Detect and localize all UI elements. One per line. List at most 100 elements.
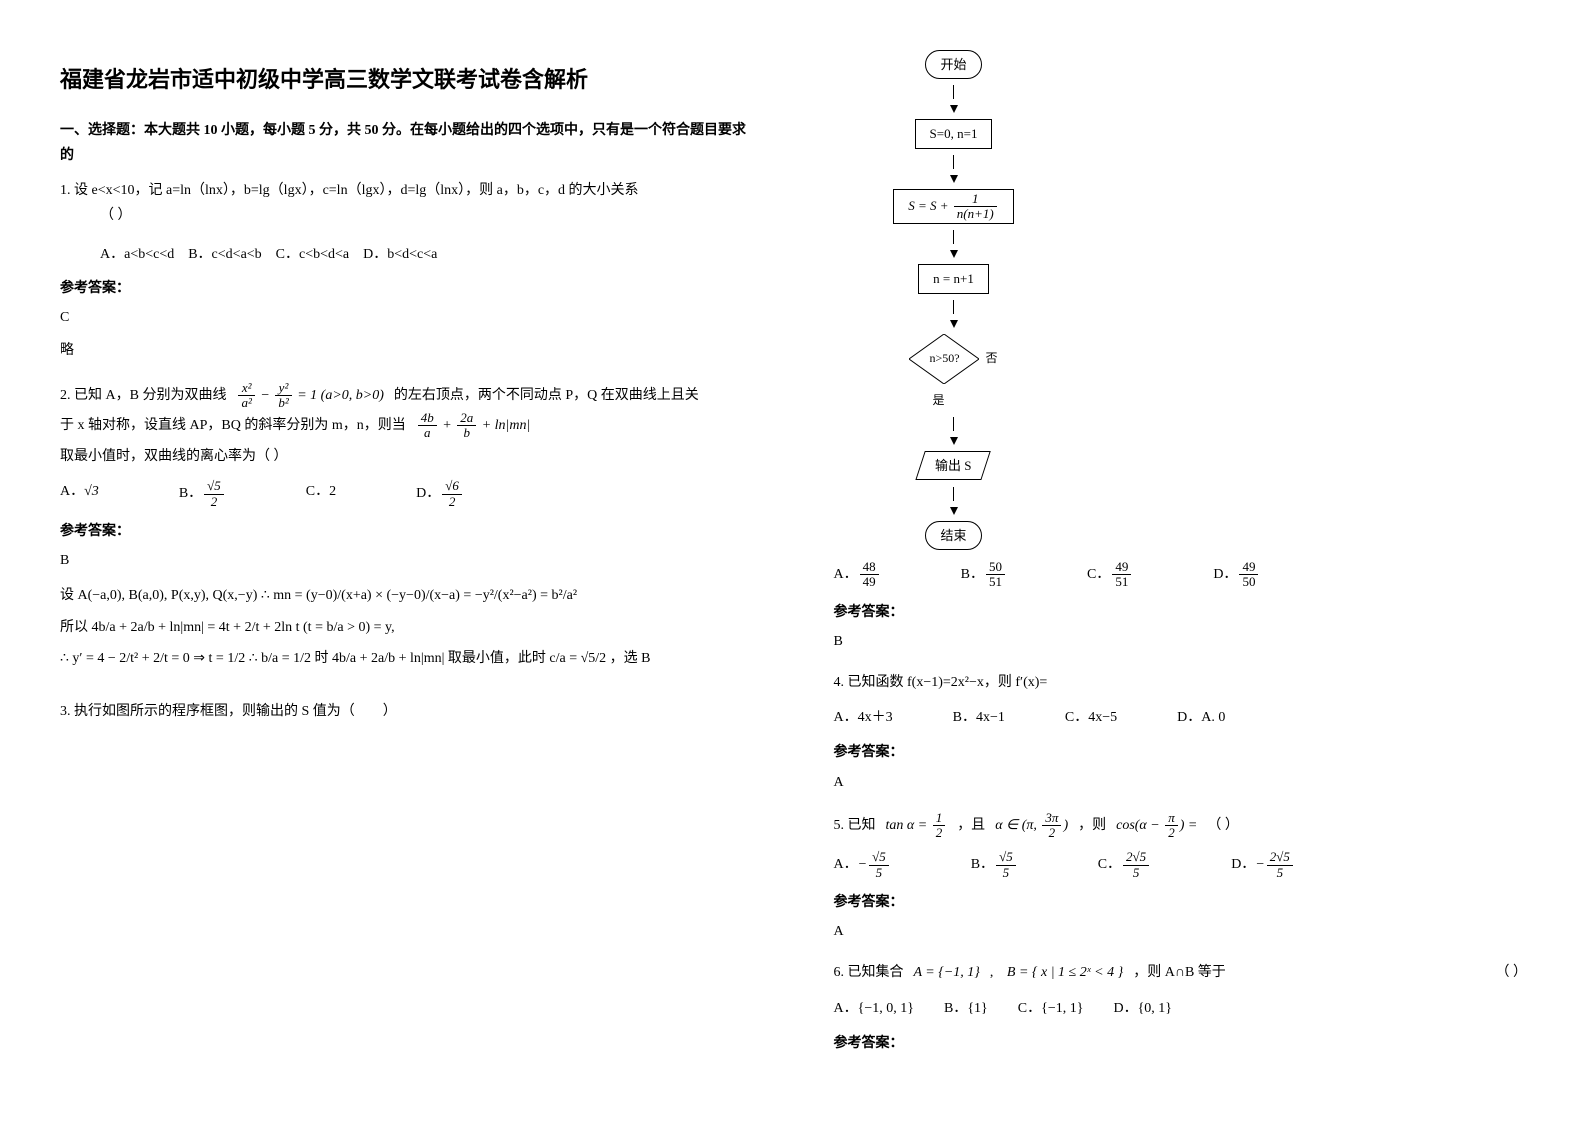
q2-line1: 2. 已知 A，B 分别为双曲线 x²a² − y²b² = 1 (a>0, b… xyxy=(60,381,754,411)
q5-expr1: tan α = 12 xyxy=(886,811,948,841)
q5-expr3: cos(α − π2) = xyxy=(1116,811,1197,841)
q2-stem-b: 的左右顶点，两个不同动点 P，Q 在双曲线上且关 xyxy=(394,383,699,408)
q6-answer-label: 参考答案： xyxy=(834,1031,1528,1056)
q2-choice-c: C．2 xyxy=(306,479,336,509)
flow-inc: n = n+1 xyxy=(918,264,989,293)
question-2: 2. 已知 A，B 分别为双曲线 x²a² − y²b² = 1 (a>0, b… xyxy=(60,381,754,671)
flow-arrow xyxy=(950,250,958,258)
q2-formula: x²a² − y²b² = 1 (a>0, b>0) xyxy=(236,381,383,411)
q2-line2: 于 x 轴对称，设直线 AP，BQ 的斜率分别为 m，n，则当 4ba + 2a… xyxy=(60,411,754,470)
q5-stem-line: 5. 已知 tan α = 12 ，且 α ∈ (π, 3π2) ，则 cos(… xyxy=(834,811,1528,841)
q5-stem-a: 5. 已知 xyxy=(834,813,876,838)
q3-answer: B xyxy=(834,629,1528,654)
q4-choice-a: A．4x＋3 xyxy=(834,705,893,730)
q5-choice-d: D．−2√55 xyxy=(1231,850,1295,880)
flow-start: 开始 xyxy=(925,50,981,79)
q3-choice-c: C．4951 xyxy=(1087,560,1133,590)
question-4: 4. 已知函数 f(x−1)=2x²−x，则 f′(x)= A．4x＋3 B．4… xyxy=(834,670,1528,795)
q5-answer-label: 参考答案： xyxy=(834,890,1528,915)
flow-line xyxy=(953,417,954,431)
q2-choices: A．√3 B．√52 C．2 D．√62 xyxy=(60,479,754,509)
flow-cond: n>50? xyxy=(909,334,979,384)
flow-line xyxy=(953,230,954,244)
q5-stem-c: ，则 xyxy=(1078,813,1106,838)
q5-choice-a: A．−√55 xyxy=(834,850,891,880)
q2-formula2: 4ba + 2ab + ln|mn| xyxy=(416,411,531,441)
q5-choices: A．−√55 B．√55 C．2√55 D．−2√55 xyxy=(834,850,1528,880)
q4-stem: 4. 已知函数 f(x−1)=2x²−x，则 f′(x)= xyxy=(834,670,1528,695)
q4-choice-c: C．4x−5 xyxy=(1065,705,1117,730)
question-6: 6. 已知集合 A = {−1, 1}, B = { x | 1 ≤ 2ˣ < … xyxy=(834,960,1528,1056)
q5-choice-c: C．2√55 xyxy=(1098,850,1151,880)
section-heading: 一、选择题：本大题共 10 小题，每小题 5 分，共 50 分。在每小题给出的四… xyxy=(60,118,754,168)
q3-choice-d: D．4950 xyxy=(1213,560,1260,590)
q4-choice-d: D．A. 0 xyxy=(1177,705,1225,730)
q4-choices: A．4x＋3 B．4x−1 C．4x−5 D．A. 0 xyxy=(834,705,1528,730)
q2-work1: 设 A(−a,0), B(a,0), P(x,y), Q(x,−y) ∴ mn … xyxy=(60,583,754,608)
right-column: 开始 S=0, n=1 S = S + 1n(n+1) n = n+1 n>50… xyxy=(834,40,1528,1060)
flow-cond-row: n>50? 否 xyxy=(909,334,997,384)
flow-arrow xyxy=(950,105,958,113)
q2-answer: B xyxy=(60,548,754,573)
page-columns: 福建省龙岩市适中初级中学高三数学文联考试卷含解析 一、选择题：本大题共 10 小… xyxy=(60,40,1527,1060)
q5-expr2: α ∈ (π, 3π2) xyxy=(995,811,1068,841)
q3-answer-label: 参考答案： xyxy=(834,600,1528,625)
question-1: 1. 设 e<x<10，记 a=ln（lnx），b=lg（lgx），c=ln（l… xyxy=(60,178,754,363)
flow-arrow xyxy=(950,437,958,445)
q2-work3: ∴ y′ = 4 − 2/t² + 2/t = 0 ⇒ t = 1/2 ∴ b/… xyxy=(60,646,754,671)
question-3-stem: 3. 执行如图所示的程序框图，则输出的 S 值为（ ） xyxy=(60,699,754,724)
q6-setB: B = { x | 1 ≤ 2ˣ < 4 } xyxy=(1007,960,1123,985)
q1-answer: C xyxy=(60,305,754,330)
q6-paren: （ ） xyxy=(1496,960,1528,985)
q6-stem-line: 6. 已知集合 A = {−1, 1}, B = { x | 1 ≤ 2ˣ < … xyxy=(834,960,1528,985)
q5-stem-b: ，且 xyxy=(957,813,985,838)
flow-step: S = S + 1n(n+1) xyxy=(893,189,1013,225)
q2-stem-d: 取最小值时，双曲线的离心率为（ ） xyxy=(60,444,288,469)
q1-choices: A．a<b<c<d B．c<d<a<b C．c<b<d<a D．b<d<c<a xyxy=(100,242,754,267)
flow-arrow xyxy=(950,320,958,328)
q5-paren: （ ） xyxy=(1207,813,1239,838)
flow-yes-label: 是 xyxy=(932,390,944,412)
q4-answer: A xyxy=(834,770,1528,795)
q1-answer-label: 参考答案： xyxy=(60,276,754,301)
q2-choice-b: B．√52 xyxy=(179,479,226,509)
q4-answer-label: 参考答案： xyxy=(834,740,1528,765)
q1-paren: （ ） xyxy=(100,203,754,228)
q6-choice-a: A．{−1, 0, 1} xyxy=(834,996,914,1021)
q6-stem-b: ，则 A∩B 等于 xyxy=(1133,960,1226,985)
q6-stem-a: 6. 已知集合 xyxy=(834,960,904,985)
q4-choice-b: B．4x−1 xyxy=(953,705,1005,730)
flow-arrow xyxy=(950,175,958,183)
q2-stem-a: 2. 已知 A，B 分别为双曲线 xyxy=(60,383,226,408)
exam-title: 福建省龙岩市适中初级中学高三数学文联考试卷含解析 xyxy=(60,60,754,100)
q5-choice-b: B．√55 xyxy=(971,850,1018,880)
q3-flowchart: 开始 S=0, n=1 S = S + 1n(n+1) n = n+1 n>50… xyxy=(854,50,1054,550)
q3-choices: A．4849 B．5051 C．4951 D．4950 xyxy=(834,560,1528,590)
q1-note: 略 xyxy=(60,338,754,363)
left-column: 福建省龙岩市适中初级中学高三数学文联考试卷含解析 一、选择题：本大题共 10 小… xyxy=(60,40,754,1060)
q6-choices: A．{−1, 0, 1} B．{1} C．{−1, 1} D．{0, 1} xyxy=(834,996,1528,1021)
q2-stem-c: 于 x 轴对称，设直线 AP，BQ 的斜率分别为 m，n，则当 xyxy=(60,413,406,438)
flow-init: S=0, n=1 xyxy=(915,119,993,148)
q2-choice-d: D．√62 xyxy=(416,479,464,509)
flow-end: 结束 xyxy=(925,521,981,550)
q5-answer: A xyxy=(834,919,1528,944)
flow-line xyxy=(953,487,954,501)
flow-line xyxy=(953,300,954,314)
q1-stem: 1. 设 e<x<10，记 a=ln（lnx），b=lg（lgx），c=ln（l… xyxy=(60,178,754,203)
q2-answer-label: 参考答案： xyxy=(60,519,754,544)
flow-output: 输出 S xyxy=(915,451,991,480)
flow-line xyxy=(953,85,954,99)
question-5: 5. 已知 tan α = 12 ，且 α ∈ (π, 3π2) ，则 cos(… xyxy=(834,811,1528,945)
q2-work2: 所以 4b/a + 2a/b + ln|mn| = 4t + 2/t + 2ln… xyxy=(60,615,754,640)
flow-line xyxy=(953,155,954,169)
q6-choice-b: B．{1} xyxy=(944,996,988,1021)
q6-choice-c: C．{−1, 1} xyxy=(1018,996,1084,1021)
flow-no-label: 否 xyxy=(985,348,997,370)
flow-arrow xyxy=(950,507,958,515)
q6-choice-d: D．{0, 1} xyxy=(1113,996,1172,1021)
q6-setA: A = {−1, 1} xyxy=(914,960,980,985)
q3-choice-a: A．4849 xyxy=(834,560,881,590)
q2-choice-a: A．√3 xyxy=(60,479,99,509)
q3-choice-b: B．5051 xyxy=(961,560,1007,590)
